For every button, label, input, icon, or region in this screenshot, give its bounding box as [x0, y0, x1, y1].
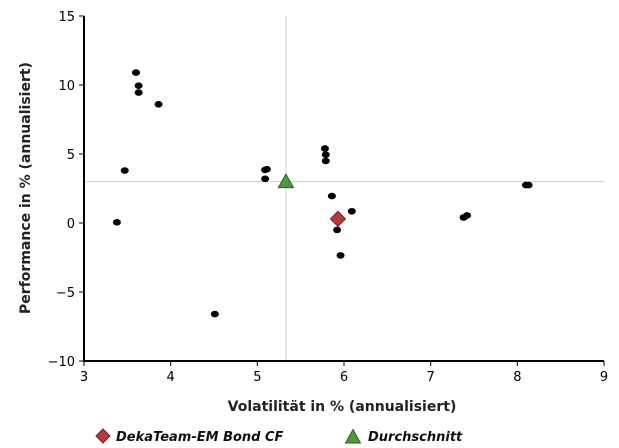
data-point — [327, 192, 336, 200]
legend: DekaTeam-EM Bond CF Durchschnitt — [95, 428, 463, 445]
tick-labels: 3 4 5 6 7 8 9 15 10 5 0 −5 −10 — [48, 10, 609, 385]
y-tick-label: 15 — [58, 10, 75, 25]
data-point — [320, 145, 329, 152]
reference-lines — [84, 16, 604, 361]
legend-label-durchschnitt: Durchschnitt — [368, 430, 463, 445]
y-tick-label: 0 — [67, 217, 75, 232]
x-tick-label: 8 — [513, 370, 521, 385]
average-point-triangle — [277, 173, 295, 189]
y-tick-label: 5 — [67, 148, 75, 163]
data-point — [262, 165, 271, 173]
data-point — [132, 69, 140, 76]
data-point — [336, 252, 345, 259]
data-point — [134, 82, 143, 89]
x-tick-label: 6 — [340, 370, 348, 385]
data-point — [154, 101, 163, 108]
data-point — [120, 167, 129, 174]
x-tick-label: 4 — [167, 370, 175, 385]
y-tick-label: 10 — [58, 79, 75, 94]
x-tick-label: 9 — [600, 370, 608, 385]
highlight-point-diamond — [329, 210, 347, 228]
data-point — [261, 175, 270, 183]
data-point — [134, 89, 143, 96]
legend-item-dekateam: DekaTeam-EM Bond CF — [95, 428, 284, 445]
y-tick-label: −10 — [48, 355, 75, 370]
data-point — [112, 219, 121, 226]
data-point — [463, 212, 472, 219]
x-tick-label: 3 — [80, 370, 88, 385]
data-point — [347, 207, 356, 215]
data-point — [321, 157, 330, 165]
data-point — [321, 151, 330, 158]
data-point — [210, 310, 219, 318]
legend-diamond-marker — [95, 428, 111, 444]
y-tick-label: −5 — [56, 286, 75, 301]
x-axis-title: Volatilität in % (annualisiert) — [228, 399, 457, 415]
axes — [79, 15, 605, 366]
legend-triangle-marker — [344, 428, 362, 444]
legend-label-dekateam: DekaTeam-EM Bond CF — [116, 430, 284, 445]
data-point — [524, 181, 533, 189]
x-tick-label: 5 — [253, 370, 261, 385]
data-points — [112, 69, 533, 318]
legend-item-durchschnitt: Durchschnitt — [344, 428, 463, 445]
data-point — [333, 226, 342, 234]
y-axis-title: Performance in % (annualisiert) — [18, 62, 34, 314]
x-tick-label: 7 — [427, 370, 435, 385]
